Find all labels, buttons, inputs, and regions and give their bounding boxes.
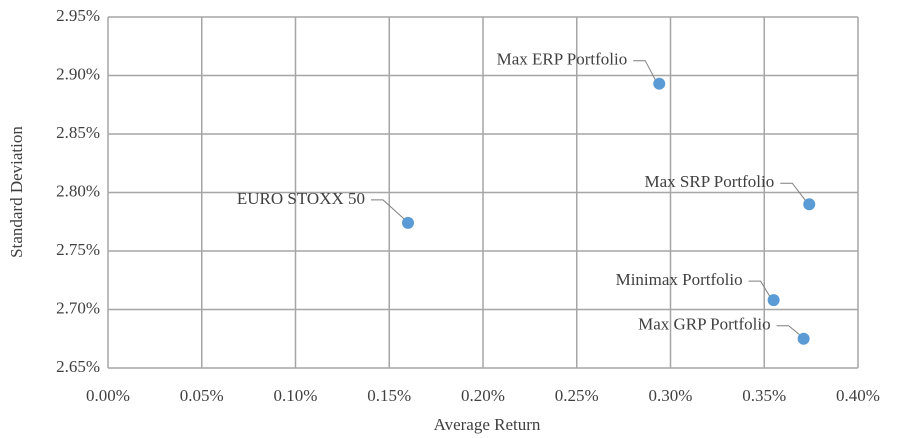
point [402,216,414,229]
point-label: Max SRP Portfolio [645,172,775,191]
x-tick-label: 0.35% [742,386,786,405]
point-label: Max GRP Portfolio [638,315,771,334]
x-tick-label: 0.40% [836,386,880,405]
point-label: Minimax Portfolio [616,270,743,289]
y-tick-label: 2.95% [56,6,100,25]
y-tick-label: 2.80% [56,181,100,200]
y-tick-label: 2.65% [56,357,100,376]
y-tick-label: 2.90% [56,64,100,83]
x-tick-label: 0.05% [180,386,224,405]
leader-line [371,199,405,220]
leader-line [776,325,800,336]
x-tick-label: 0.30% [649,386,693,405]
point [803,198,816,211]
y-tick-label: 2.70% [56,298,100,317]
x-tick-label: 0.15% [367,386,411,405]
x-tick-label: 0.25% [555,386,599,405]
y-tick-label: 2.75% [56,240,100,259]
leader-line [780,182,806,201]
x-tick-label: 0.00% [86,386,130,405]
point-label: EURO STOXX 50 [237,189,365,208]
x-axis-title: Average Return [434,415,541,434]
point [767,294,780,307]
y-axis-title: Standard Deviation [7,126,26,258]
x-tick-label: 0.20% [461,386,505,405]
point [797,332,810,345]
leader-line [633,60,656,80]
leader-line [748,280,771,297]
y-tick-label: 2.85% [56,123,100,142]
point [653,77,666,90]
point-label: Max ERP Portfolio [497,50,628,69]
x-tick-label: 0.10% [274,386,318,405]
